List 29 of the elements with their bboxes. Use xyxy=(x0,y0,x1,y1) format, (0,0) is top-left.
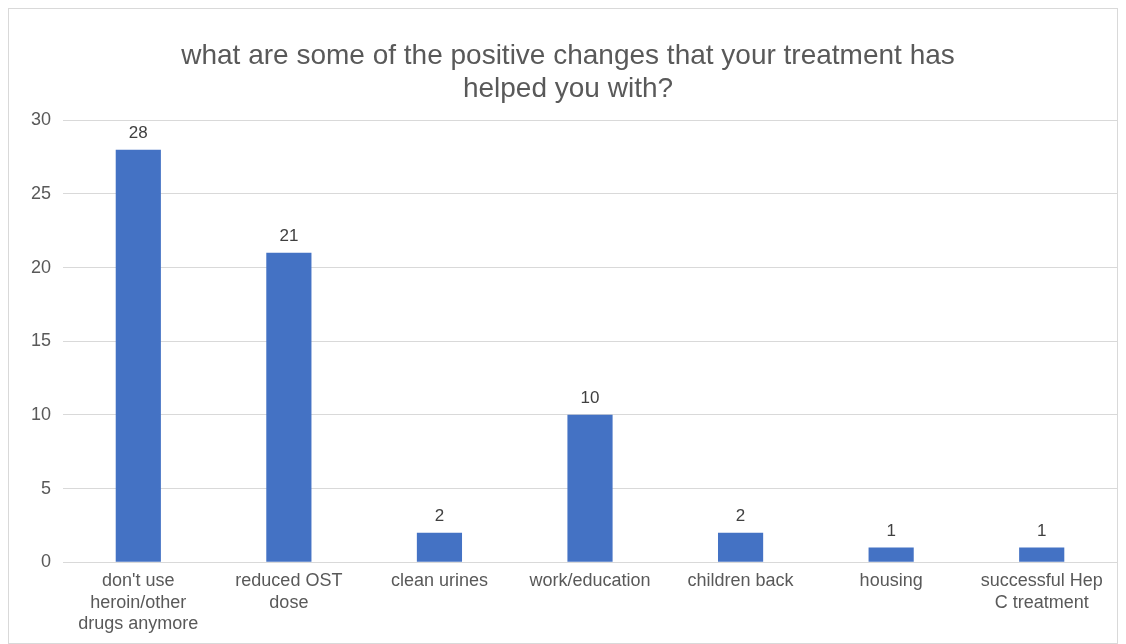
data-label: 1 xyxy=(886,520,896,540)
x-tick-label: don't use heroin/other drugs anymore xyxy=(78,569,199,634)
bar xyxy=(868,547,914,562)
chart-title: what are some of the positive changes that your treatment has helped you with? xyxy=(180,38,955,104)
y-tick-label: 20 xyxy=(30,256,52,277)
y-tick-label: 30 xyxy=(30,109,52,130)
data-label: 1 xyxy=(1036,520,1047,540)
data-label: 2 xyxy=(434,505,445,525)
x-tick-label: reduced OST dose xyxy=(235,569,343,612)
x-tick-label: clean urines xyxy=(390,569,488,590)
bar xyxy=(115,149,161,562)
bar xyxy=(717,532,764,562)
bar xyxy=(266,252,312,562)
bar xyxy=(416,532,463,562)
x-tick-label: successful Hep C treatment xyxy=(980,569,1103,612)
y-tick-label: 25 xyxy=(30,182,52,203)
x-tick-label: housing xyxy=(859,569,923,590)
data-label: 2 xyxy=(735,505,746,525)
data-label: 28 xyxy=(128,122,148,142)
y-tick-label: 5 xyxy=(41,477,52,498)
x-tick-label: children back xyxy=(687,569,795,590)
y-tick-label: 10 xyxy=(30,403,52,424)
data-label: 21 xyxy=(279,225,299,245)
bar xyxy=(1019,547,1065,562)
x-tick-label: work/education xyxy=(528,569,651,590)
y-tick-label: 0 xyxy=(41,551,52,572)
y-tick-label: 15 xyxy=(30,330,52,351)
data-label: 10 xyxy=(580,388,600,408)
bar xyxy=(567,414,613,562)
